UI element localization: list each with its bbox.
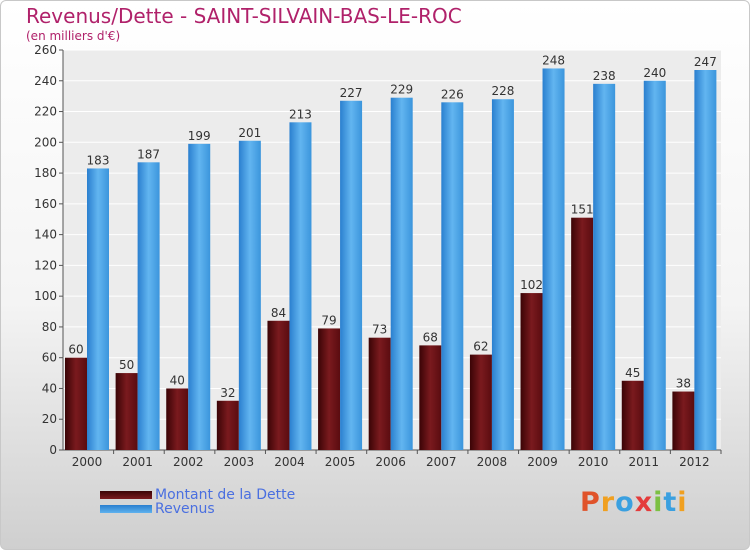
x-tick-label: 2012 (679, 455, 710, 469)
bar-revenus (643, 80, 666, 451)
data-label-revenus: 247 (694, 55, 717, 69)
bar-dette (571, 217, 594, 450)
bar-revenus (441, 102, 464, 451)
y-tick-label: 20 (42, 412, 57, 426)
y-tick-label: 40 (42, 381, 57, 395)
proxiti-logo: Proxiti (580, 487, 688, 518)
data-label-dette: 102 (520, 278, 543, 292)
bar-dette (469, 354, 492, 450)
x-tick-label: 2003 (224, 455, 255, 469)
bar-revenus (137, 162, 160, 451)
data-label-dette: 60 (68, 343, 83, 357)
data-label-dette: 40 (170, 373, 185, 387)
bar-dette (65, 357, 87, 450)
x-tick-label: 2005 (325, 455, 356, 469)
bar-revenus (188, 143, 211, 450)
x-tick-label: 2002 (173, 455, 204, 469)
bar-dette (672, 391, 695, 450)
bar-revenus (87, 168, 109, 450)
bar-revenus (491, 99, 514, 450)
y-tick-label: 200 (34, 135, 57, 149)
legend-label-revenus: Revenus (155, 501, 215, 517)
legend-label-dette: Montant de la Dette (155, 487, 296, 503)
x-tick-label: 2010 (578, 455, 609, 469)
y-tick-label: 140 (34, 228, 57, 242)
bar-dette (520, 293, 543, 450)
logo-letter: r (600, 487, 616, 518)
x-tick-label: 2004 (274, 455, 305, 469)
logo-letter: o (615, 487, 635, 518)
data-label-revenus: 213 (289, 107, 312, 121)
bar-dette (318, 328, 341, 450)
logo-letter: i (653, 487, 664, 518)
bar-revenus (593, 83, 616, 450)
data-label-revenus: 229 (390, 83, 413, 97)
data-label-revenus: 238 (593, 69, 616, 83)
data-label-dette: 68 (423, 330, 438, 344)
data-label-dette: 79 (321, 313, 336, 327)
data-label-dette: 45 (625, 366, 640, 380)
logo-letter: P (580, 487, 601, 518)
bar-revenus (694, 70, 717, 450)
data-label-revenus: 228 (491, 84, 514, 98)
x-tick-label: 2011 (628, 455, 659, 469)
y-tick-label: 100 (34, 289, 57, 303)
bar-dette (621, 380, 644, 450)
data-label-dette: 50 (119, 358, 134, 372)
y-tick-label: 180 (34, 166, 57, 180)
y-tick-label: 60 (42, 351, 57, 365)
x-tick-label: 2000 (72, 455, 103, 469)
data-label-revenus: 227 (340, 86, 363, 100)
data-label-dette: 151 (571, 203, 594, 217)
legend-item-dette: Montant de la Dette (100, 487, 295, 503)
legend-swatch-revenus (100, 505, 152, 513)
x-tick-label: 2007 (426, 455, 457, 469)
bar-dette (419, 345, 442, 450)
x-tick-label: 2006 (375, 455, 406, 469)
chart-title: Revenus/Dette - SAINT-SILVAIN-BAS-LE-ROC (26, 4, 462, 28)
logo-letter: t (663, 487, 678, 518)
x-tick-label: 2009 (527, 455, 558, 469)
bar-revenus (238, 140, 261, 450)
chart-subtitle: (en milliers d'€) (26, 29, 121, 43)
bar-revenus (542, 68, 565, 450)
bar-dette (166, 388, 189, 450)
bar-dette (216, 400, 239, 450)
logo-letter: i (677, 487, 688, 518)
data-label-revenus: 201 (238, 126, 261, 140)
data-label-revenus: 240 (643, 66, 666, 80)
x-tick-label: 2008 (477, 455, 508, 469)
y-tick-label: 220 (34, 105, 57, 119)
logo-letter: x (634, 487, 654, 518)
data-label-revenus: 199 (188, 129, 211, 143)
y-tick-label: 240 (34, 74, 57, 88)
bar-dette (115, 373, 138, 450)
data-label-dette: 32 (220, 386, 235, 400)
bar-revenus (289, 122, 312, 451)
data-label-dette: 62 (473, 340, 488, 354)
data-label-dette: 73 (372, 323, 387, 337)
bar-dette (267, 320, 290, 450)
data-label-revenus: 187 (137, 147, 160, 161)
data-label-revenus: 226 (441, 87, 464, 101)
data-label-revenus: 183 (87, 153, 110, 167)
y-tick-label: 0 (49, 443, 57, 457)
x-tick-label: 2001 (122, 455, 153, 469)
bar-revenus (340, 100, 363, 451)
bar-revenus (390, 97, 413, 450)
bar-dette (368, 337, 391, 450)
data-label-dette: 38 (676, 377, 691, 391)
y-tick-label: 260 (34, 43, 57, 57)
y-tick-label: 80 (42, 320, 57, 334)
data-label-revenus: 248 (542, 53, 565, 67)
legend-item-revenus: Revenus (100, 501, 215, 517)
y-tick-label: 120 (34, 258, 57, 272)
legend-swatch-dette (100, 491, 152, 499)
y-tick-label: 160 (34, 197, 57, 211)
data-label-dette: 84 (271, 306, 286, 320)
